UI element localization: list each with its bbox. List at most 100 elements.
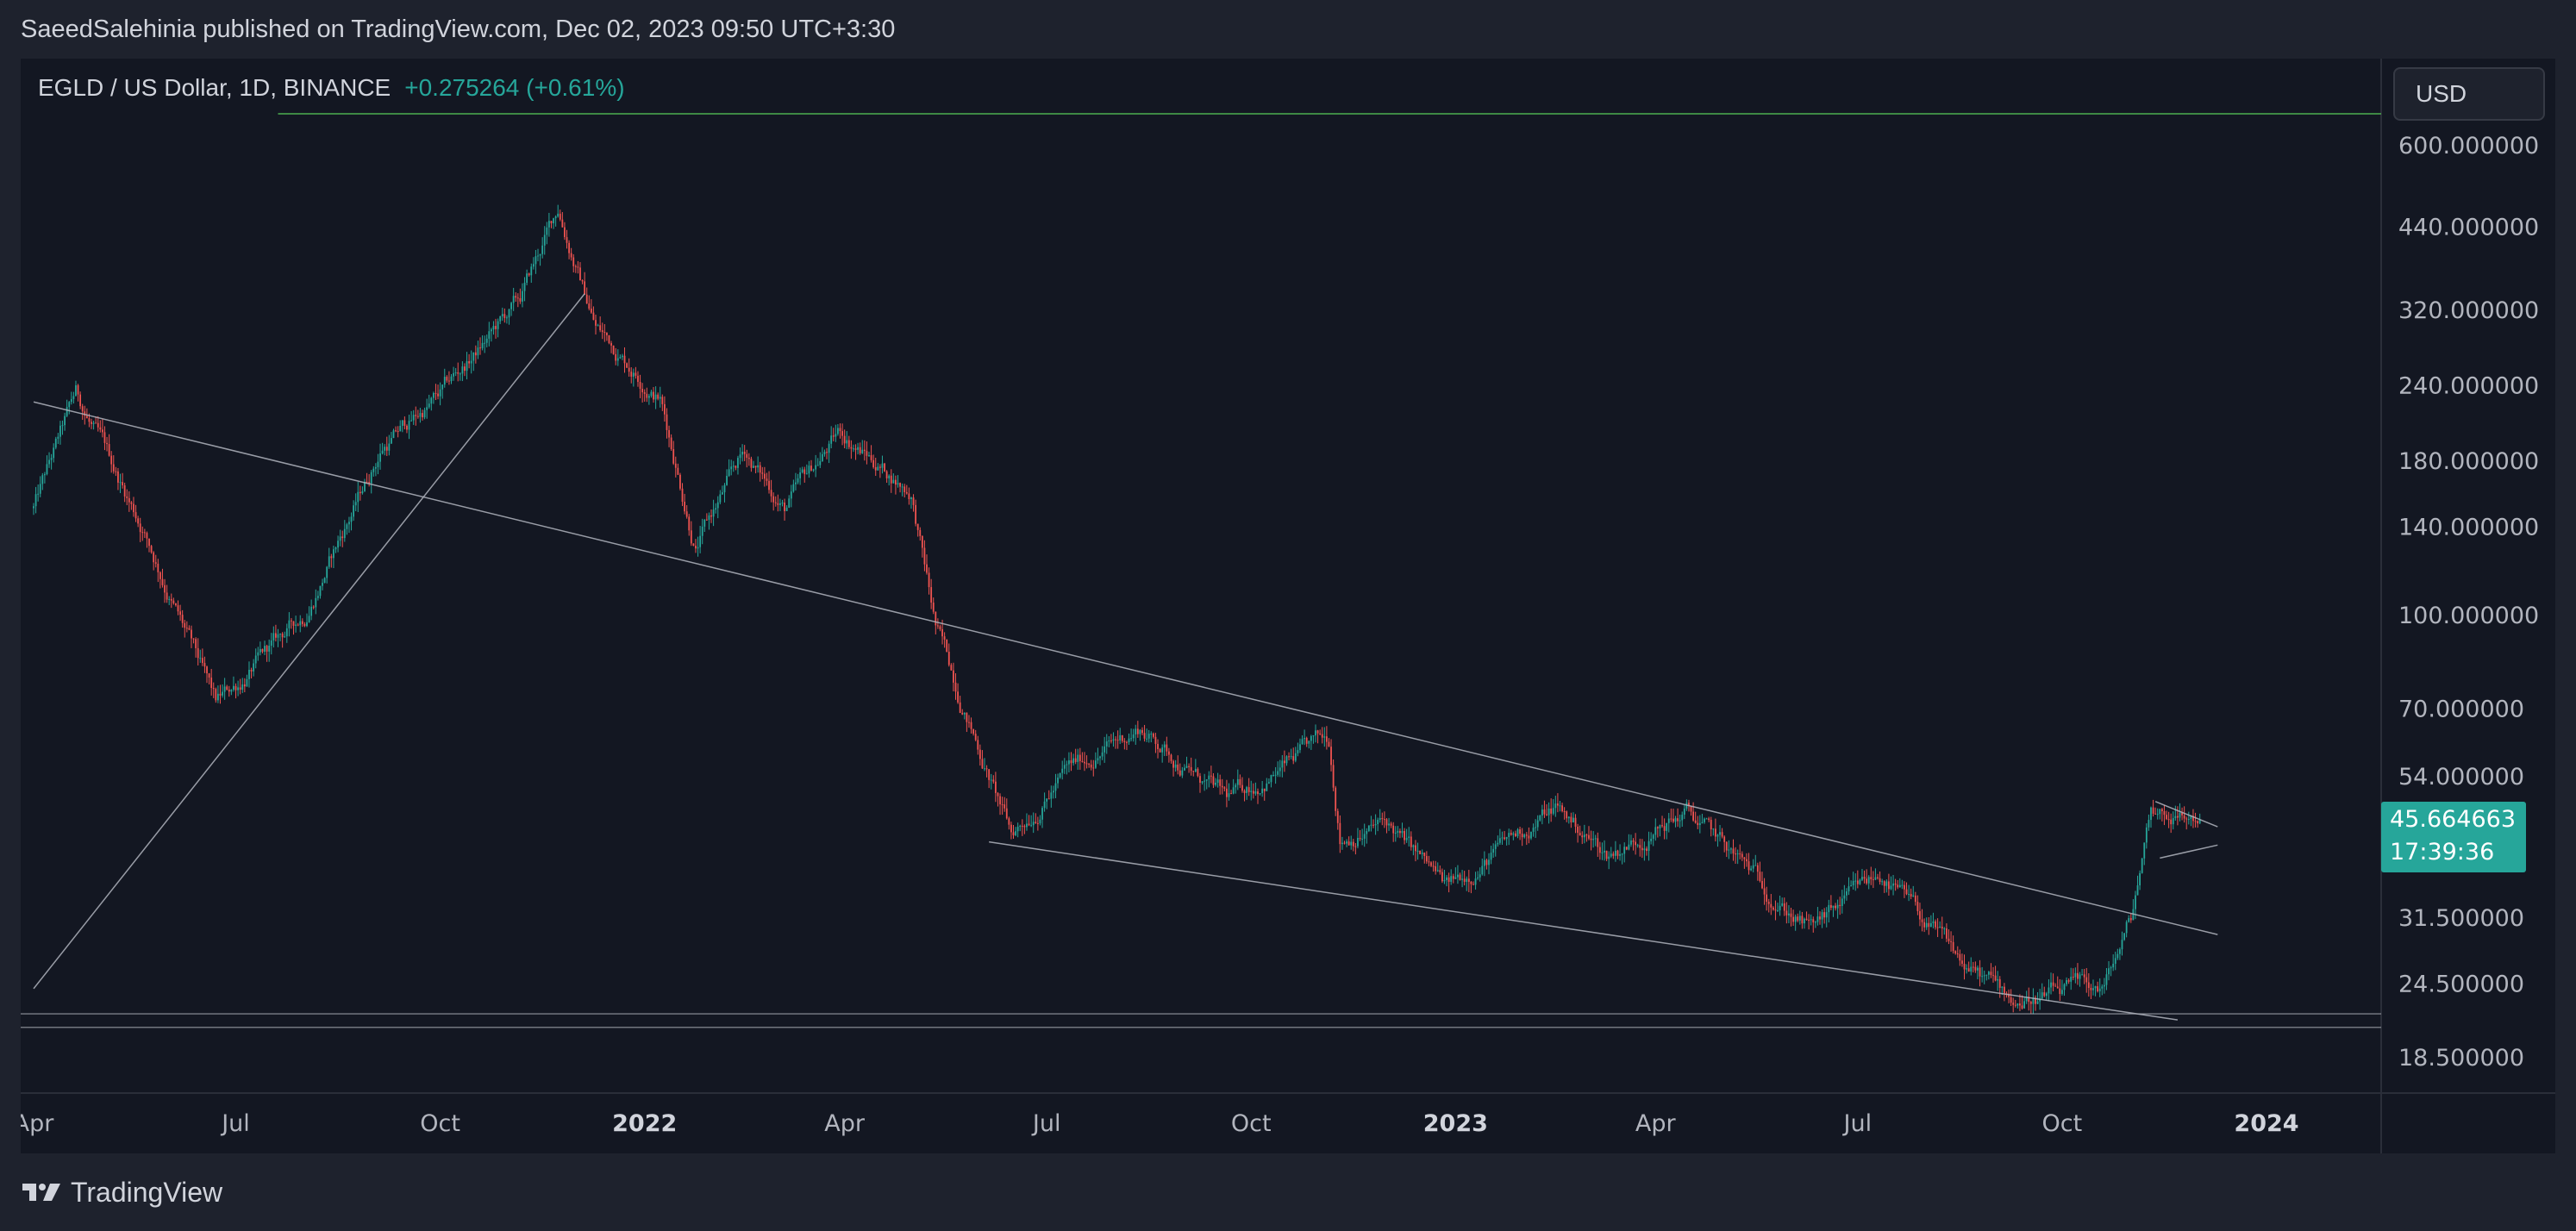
candle-body: [1359, 837, 1361, 840]
candle-body: [123, 485, 126, 497]
candle-body: [1392, 825, 1395, 834]
candle-body: [1673, 818, 1674, 822]
candle-body: [1721, 832, 1723, 837]
candle-body: [222, 691, 223, 696]
candle-body: [488, 331, 491, 339]
candle-body: [1057, 777, 1059, 784]
candle-body: [2192, 815, 2194, 822]
candle-body: [1463, 878, 1466, 882]
time-axis[interactable]: Apr Jul Oct 2022 Apr Jul Oct 2023 Apr Jul Oct 2024: [21, 1110, 2299, 1137]
candle-body: [946, 639, 948, 653]
candle-body: [179, 611, 181, 616]
candle-body: [535, 256, 537, 265]
candle-body: [1394, 832, 1397, 834]
candle-body: [43, 474, 46, 476]
chart-area[interactable]: 600.000000 440.000000 320.000000 240.000000…: [21, 59, 2555, 1153]
candle-body: [2154, 813, 2157, 815]
candle-body: [1530, 831, 1532, 839]
price-axis[interactable]: 600.000000 440.000000 320.000000 240.000000…: [2398, 133, 2539, 1072]
candle-body: [1623, 847, 1626, 854]
candle-body: [953, 670, 954, 683]
candle-body: [1912, 895, 1915, 897]
candle-body: [1498, 838, 1501, 843]
candle-body: [1987, 972, 1990, 975]
candle-body: [170, 598, 172, 601]
candle-body: [1112, 739, 1115, 741]
candle-body: [266, 646, 268, 652]
candle-body: [1710, 820, 1712, 830]
candle-body: [1698, 822, 1701, 826]
candle-body: [1890, 885, 1892, 890]
candle-body: [574, 266, 577, 267]
candle-body: [759, 465, 761, 473]
candle-body: [997, 792, 999, 797]
candle-body: [963, 712, 966, 715]
candle-body: [1701, 822, 1704, 823]
candle-body: [248, 669, 250, 679]
candle-body: [1447, 877, 1450, 882]
candle-body: [1954, 951, 1957, 954]
candle-body: [684, 502, 685, 512]
candle-body: [553, 218, 554, 224]
triangle-lower-line: [2160, 844, 2218, 859]
candle-body: [584, 281, 586, 295]
candle-body: [1339, 822, 1341, 845]
candle-body: [2125, 922, 2128, 934]
candle-body: [1785, 910, 1788, 915]
candle-body: [415, 415, 417, 416]
candle-body: [159, 572, 161, 579]
drawings-layer: [21, 113, 2381, 1028]
candle-body: [1621, 853, 1623, 855]
date-tick-label: Jul: [1031, 1110, 1061, 1137]
candle-body: [1746, 859, 1748, 862]
candle-body: [579, 267, 581, 281]
candle-body: [1628, 844, 1630, 850]
candle-body: [291, 620, 292, 622]
candle-body: [837, 428, 839, 434]
candle-body: [819, 460, 822, 466]
candle-body: [510, 303, 512, 309]
candle-body: [881, 463, 884, 468]
candle-body: [1174, 764, 1177, 768]
candle-body: [1543, 809, 1546, 815]
candle-body: [466, 361, 468, 372]
candle-body: [1725, 841, 1728, 851]
candle-body: [1163, 744, 1166, 748]
candle-body: [1508, 833, 1510, 837]
candle-body: [637, 375, 639, 382]
candle-body: [1788, 913, 1790, 915]
candle-body: [1885, 881, 1888, 886]
candle-body: [2048, 987, 2050, 994]
candle-body: [1552, 808, 1554, 814]
candle-body: [64, 416, 66, 426]
tradingview-brand[interactable]: TradingView: [21, 1177, 222, 1209]
candle-body: [481, 342, 484, 348]
candle-body: [1261, 788, 1264, 794]
candle-body: [1123, 740, 1126, 742]
candle-body: [2061, 990, 2063, 995]
candle-body: [1201, 781, 1204, 783]
candle-body: [950, 665, 953, 671]
candle-body: [1012, 832, 1015, 835]
candle-body: [1074, 758, 1077, 762]
candle-body: [1666, 822, 1668, 831]
candle-body: [1290, 756, 1292, 758]
candle-body: [1459, 874, 1461, 880]
candle-body: [626, 363, 628, 368]
candle-body: [461, 366, 464, 374]
candle-body: [319, 585, 322, 597]
candle-body: [1363, 834, 1366, 839]
candle-body: [1636, 845, 1639, 847]
candle-body: [1088, 763, 1091, 765]
chart-svg[interactable]: 600.000000 440.000000 320.000000 240.000000…: [21, 59, 2555, 1153]
candle-body: [95, 422, 97, 424]
candle-body: [391, 438, 392, 444]
candle-body: [1835, 905, 1836, 909]
candle-body: [677, 467, 679, 475]
candle-body: [237, 687, 239, 690]
candle-body: [559, 213, 561, 220]
candle-body: [2101, 986, 2104, 989]
candle-body: [1997, 978, 1999, 981]
candle-body: [1474, 878, 1477, 885]
currency-button[interactable]: USD: [2393, 67, 2545, 121]
